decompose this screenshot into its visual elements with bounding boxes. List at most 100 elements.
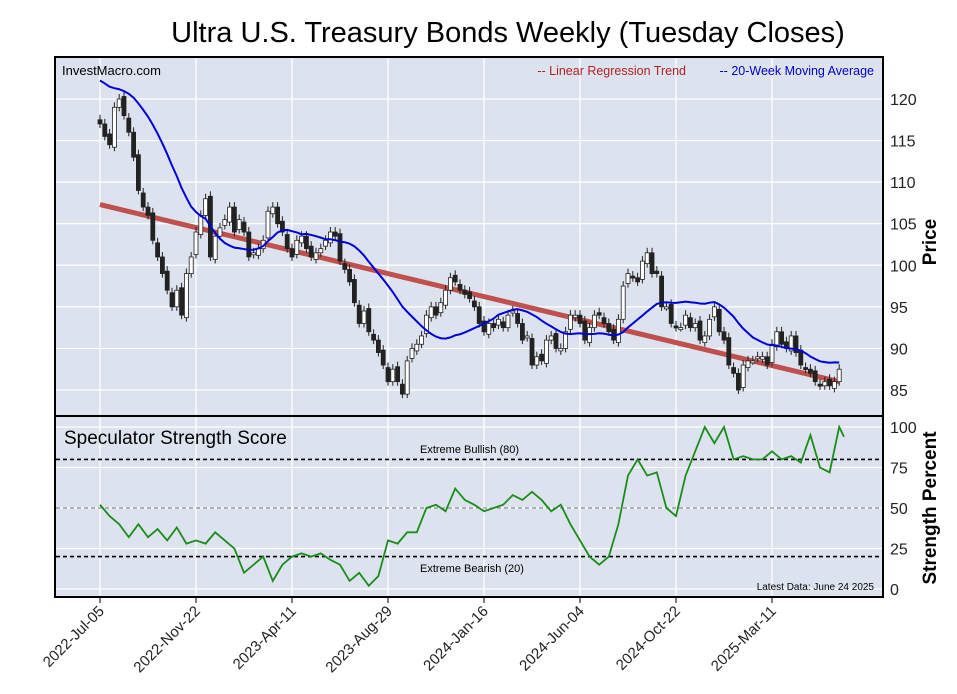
candle-body <box>505 314 511 329</box>
candle-body <box>419 335 425 345</box>
candle-body <box>227 206 233 223</box>
candle-body <box>414 343 420 352</box>
candle-body <box>592 314 597 329</box>
candle-body <box>203 198 209 216</box>
price-panel <box>54 56 884 417</box>
candle-body <box>625 273 631 284</box>
x-tick-label: 2023-Apr-11 <box>230 603 300 673</box>
candle-body <box>351 279 357 304</box>
candle-body <box>284 234 290 250</box>
candle-body <box>707 318 712 337</box>
candle-body <box>587 327 592 344</box>
candle-body <box>131 131 137 158</box>
candle-body <box>769 343 775 363</box>
candle-body <box>755 356 760 360</box>
price-tick-label: 85 <box>890 383 908 400</box>
candle-body <box>145 206 151 216</box>
candle-body <box>347 269 353 283</box>
candle-body <box>462 289 468 295</box>
candle-body <box>736 372 741 391</box>
candle-body <box>169 292 175 308</box>
candle-body <box>716 308 722 333</box>
candle-body <box>452 274 458 283</box>
candle-body <box>524 335 530 339</box>
price-tick-label: 95 <box>890 300 908 317</box>
candle-body <box>750 360 756 364</box>
price-tick-label: 105 <box>890 217 917 234</box>
candle-body <box>832 381 837 389</box>
strength-tick-label: 75 <box>890 461 908 478</box>
candle-body <box>836 368 842 383</box>
candle-body <box>390 368 396 383</box>
x-tick-label: 2022-Jul-05 <box>40 603 108 671</box>
strength-tick-label: 0 <box>890 582 899 599</box>
annotation-bearish: Extreme Bearish (20) <box>420 563 524 575</box>
candle-body <box>433 306 439 316</box>
candle-body <box>265 210 271 239</box>
candle-body <box>630 275 636 279</box>
candle-body <box>476 306 482 324</box>
candle-body <box>423 314 429 334</box>
price-tick-label: 100 <box>890 258 917 275</box>
candle-body <box>174 289 180 308</box>
x-tick-label: 2024-Oct-22 <box>613 603 684 674</box>
candle-body <box>548 335 554 341</box>
candle-body <box>471 300 477 308</box>
candle-body <box>688 317 693 329</box>
candle-body <box>409 348 415 359</box>
candle-body <box>299 235 305 244</box>
candle-body <box>486 323 492 335</box>
x-tick-label: 2024-Jun-04 <box>516 603 588 675</box>
candle-body <box>673 325 679 329</box>
candle-body <box>510 310 516 314</box>
candle-body <box>155 242 161 258</box>
candle-body <box>515 313 520 324</box>
candle-body <box>399 383 405 395</box>
price-tick-label: 120 <box>890 92 917 109</box>
candle-body <box>596 312 602 316</box>
candle-body <box>121 96 127 117</box>
candle-body <box>193 231 199 255</box>
legend-ma: -- 20-Week Moving Average <box>720 64 875 78</box>
candle-body <box>361 310 367 324</box>
candle-body <box>356 304 362 324</box>
candle-body <box>793 335 799 353</box>
candle-body <box>337 233 343 262</box>
candle-body <box>779 331 784 345</box>
candle-body <box>366 308 372 333</box>
candle-body <box>678 327 684 331</box>
candle-body <box>342 263 348 270</box>
candle-body <box>764 356 770 366</box>
candle-body <box>289 248 295 258</box>
candle-body <box>774 331 780 348</box>
candle-body <box>572 314 578 319</box>
candle-body <box>294 239 300 255</box>
candle-body <box>467 291 473 299</box>
candle-body <box>481 320 487 333</box>
candle-body <box>808 368 813 374</box>
strength-panel <box>54 415 884 598</box>
candle-body <box>534 356 540 366</box>
x-tick-label: 2024-Jan-16 <box>420 603 492 675</box>
strength-tick-label: 50 <box>890 501 908 518</box>
price-tick-label: 115 <box>890 134 916 151</box>
candle-body <box>668 303 674 324</box>
candle-body <box>721 331 727 341</box>
strength-line <box>99 424 845 588</box>
candle-body <box>563 331 568 349</box>
candle-body <box>179 287 185 316</box>
candle-body <box>270 206 276 215</box>
candle-body <box>188 256 194 274</box>
candle-body <box>231 206 237 233</box>
candle-body <box>601 317 607 324</box>
candle-body <box>375 339 381 353</box>
candle-body <box>520 323 525 341</box>
candle-body <box>568 314 573 330</box>
chart-title: Ultra U.S. Treasury Bonds Weekly (Tuesda… <box>171 17 845 49</box>
candle-body <box>649 252 655 274</box>
candle-body <box>97 119 103 125</box>
candle-body <box>553 333 559 349</box>
candle-body <box>544 339 549 364</box>
candle-body <box>529 338 535 366</box>
